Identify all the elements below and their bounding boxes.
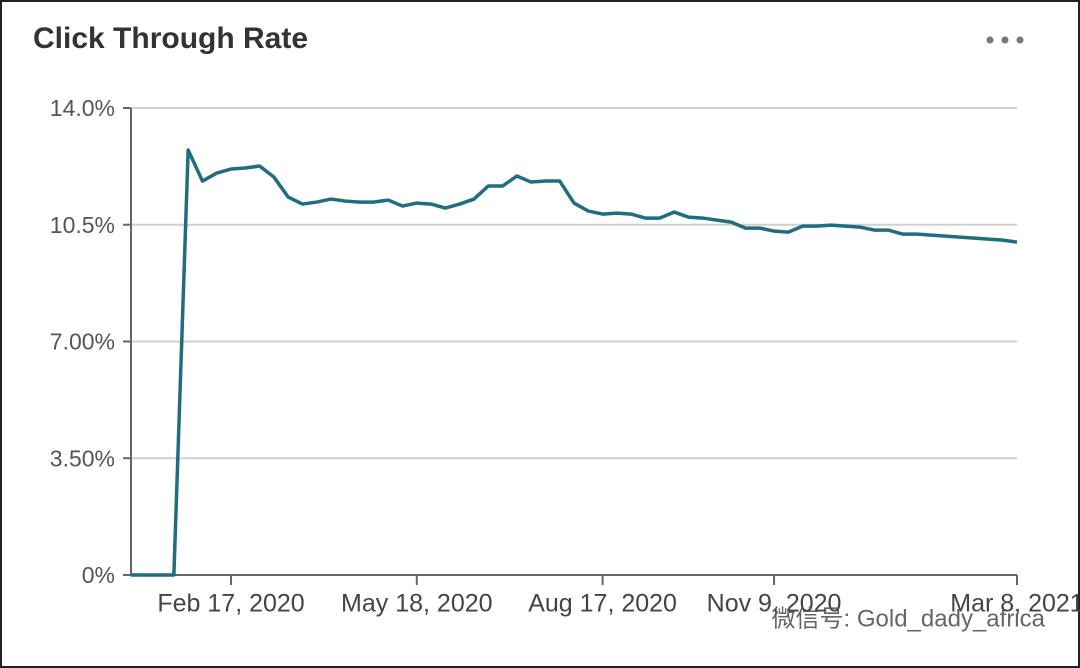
menu-dot: [986, 36, 994, 44]
x-tick-label: Aug 17, 2020: [528, 590, 677, 618]
more-menu[interactable]: [986, 36, 1024, 44]
x-tick-label: Nov 9, 2020: [707, 590, 842, 618]
x-tick-label: Mar 8, 2021: [950, 590, 1080, 618]
watermark: 微信号: Gold_dady_africa: [772, 605, 1046, 632]
x-tick-label: Feb 17, 2020: [157, 590, 304, 618]
y-tick-label: 7.00%: [50, 329, 115, 355]
y-tick-label: 14.0%: [50, 95, 115, 121]
menu-dot: [1001, 36, 1009, 44]
chart-title: Click Through Rate: [33, 22, 308, 55]
data-line: [131, 148, 1018, 577]
y-tick-label: 10.5%: [50, 212, 115, 238]
menu-dot: [1016, 36, 1024, 44]
x-tick-label: May 18, 2020: [341, 590, 493, 618]
y-tick-label: 3.50%: [50, 445, 115, 471]
y-tick-label: 0%: [82, 562, 115, 588]
